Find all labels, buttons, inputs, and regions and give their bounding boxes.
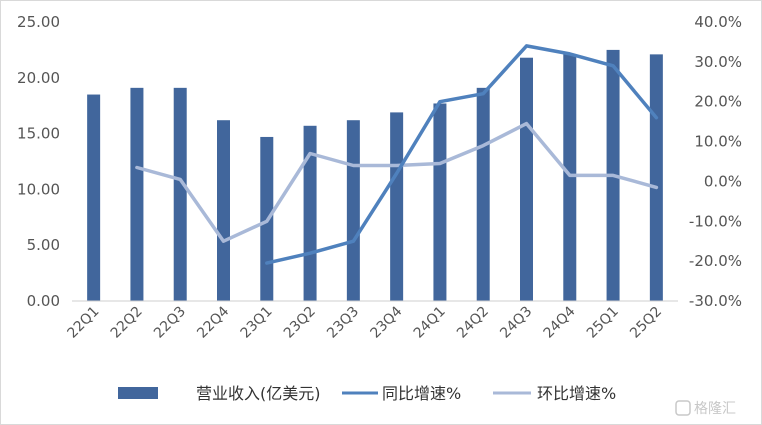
y-right-tick-label: -30.0% [689, 292, 742, 310]
yoy-line [265, 44, 659, 265]
y-left-tick-label: 0.00 [27, 292, 60, 310]
legend-label-yoy: 同比增速% [382, 384, 461, 403]
bar [390, 112, 404, 302]
bar [173, 87, 187, 302]
bar [217, 120, 230, 301]
y-right-tick-label: 0.0% [704, 172, 742, 190]
bar [346, 120, 360, 301]
bar [476, 87, 490, 302]
y-left-tick-label: 5.00 [27, 236, 60, 254]
legend-label-qoq: 环比增速% [537, 384, 616, 403]
y-left-tick-label: 10.00 [17, 180, 60, 198]
line-series [135, 44, 659, 265]
bar [649, 54, 663, 301]
watermark-logo-icon [675, 400, 691, 416]
y-right-tick-label: 20.0% [694, 93, 742, 111]
y-left-tick-label: 15.00 [17, 125, 60, 143]
bar [130, 87, 144, 302]
qoq-line [135, 121, 659, 243]
y-right-tick-label: 10.0% [694, 133, 742, 151]
watermark: 格隆汇 [675, 400, 736, 417]
y-left-axis: 0.00 5.00 10.00 15.00 20.00 25.00 [17, 13, 60, 310]
y-right-tick-label: 30.0% [694, 53, 742, 71]
bar [303, 125, 317, 302]
y-right-axis: -30.0% -20.0% -10.0% 0.0% 10.0% 20.0% 30.0% 40.… [689, 13, 742, 310]
bar [87, 94, 101, 301]
legend-swatch-revenue [118, 387, 158, 399]
y-left-tick-label: 20.00 [17, 69, 60, 87]
y-right-tick-label: 40.0% [694, 13, 742, 31]
legend: 营业收入(亿美元) 同比增速% 环比增速% [118, 384, 616, 403]
y-right-tick-label: -20.0% [689, 252, 742, 270]
bar [563, 54, 577, 301]
legend-label-revenue: 营业收入(亿美元) [196, 384, 321, 403]
watermark-text: 格隆汇 [694, 401, 736, 417]
bar [433, 103, 447, 301]
bar [520, 57, 533, 301]
y-right-tick-label: -10.0% [689, 212, 742, 230]
y-left-tick-label: 25.00 [17, 13, 60, 31]
